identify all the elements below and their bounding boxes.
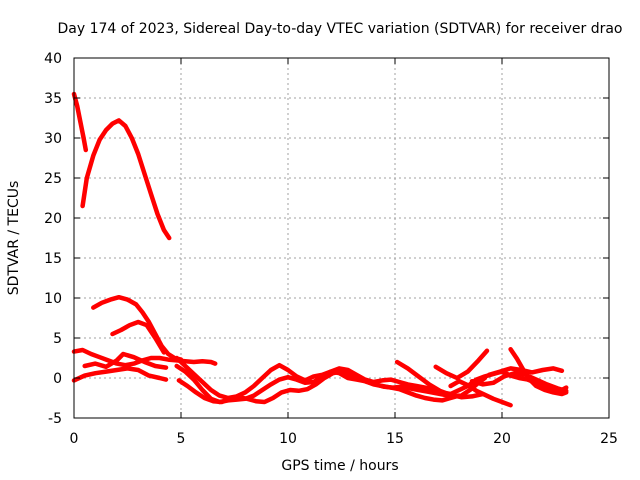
y-axis-label: SDTVAR / TECUs <box>6 181 22 296</box>
series-line-sat-d <box>110 319 167 355</box>
y-tick-label: 5 <box>53 331 62 347</box>
series-layer <box>71 91 569 408</box>
series-line-sat-e <box>71 347 218 368</box>
y-tick-label: 40 <box>44 51 62 67</box>
x-axis-label: GPS time / hours <box>281 458 398 474</box>
x-tick-label: 10 <box>279 431 297 447</box>
y-tick-label: 20 <box>44 211 62 227</box>
y-tick-label: 35 <box>44 91 62 107</box>
tick-layer: 0 5 10 15 20 25 -5 0 5 10 15 20 25 30 35 40 <box>44 51 618 447</box>
plot-frame <box>73 57 610 419</box>
series-line-sat-c <box>91 294 184 362</box>
series-line-sat-j <box>176 369 488 405</box>
y-tick-label: 0 <box>53 371 62 387</box>
series-line-sat-b <box>80 118 172 241</box>
series-line-sat-k <box>394 359 485 400</box>
x-tick-label: 15 <box>386 431 404 447</box>
x-tick-label: 25 <box>600 431 618 447</box>
series-line-sat-f <box>71 366 169 383</box>
y-tick-label: -5 <box>48 411 62 427</box>
y-tick-label: 15 <box>44 251 62 267</box>
x-tick-label: 20 <box>493 431 511 447</box>
series-line-sat-o <box>448 378 513 408</box>
series-line-sat-a <box>71 91 89 153</box>
chart-title: Day 174 of 2023, Sidereal Day-to-day VTE… <box>57 21 622 37</box>
series-line-sat-p <box>486 366 565 378</box>
y-tick-label: 10 <box>44 291 62 307</box>
x-tick-label: 5 <box>177 431 186 447</box>
y-tick-label: 30 <box>44 131 62 147</box>
series-line-sat-l <box>433 348 490 381</box>
series-line-sat-n <box>508 346 569 397</box>
series-line-sat-g <box>82 351 169 370</box>
x-tick-label: 0 <box>70 431 79 447</box>
series-line-sat-m <box>469 370 569 394</box>
y-tick-label: 25 <box>44 171 62 187</box>
